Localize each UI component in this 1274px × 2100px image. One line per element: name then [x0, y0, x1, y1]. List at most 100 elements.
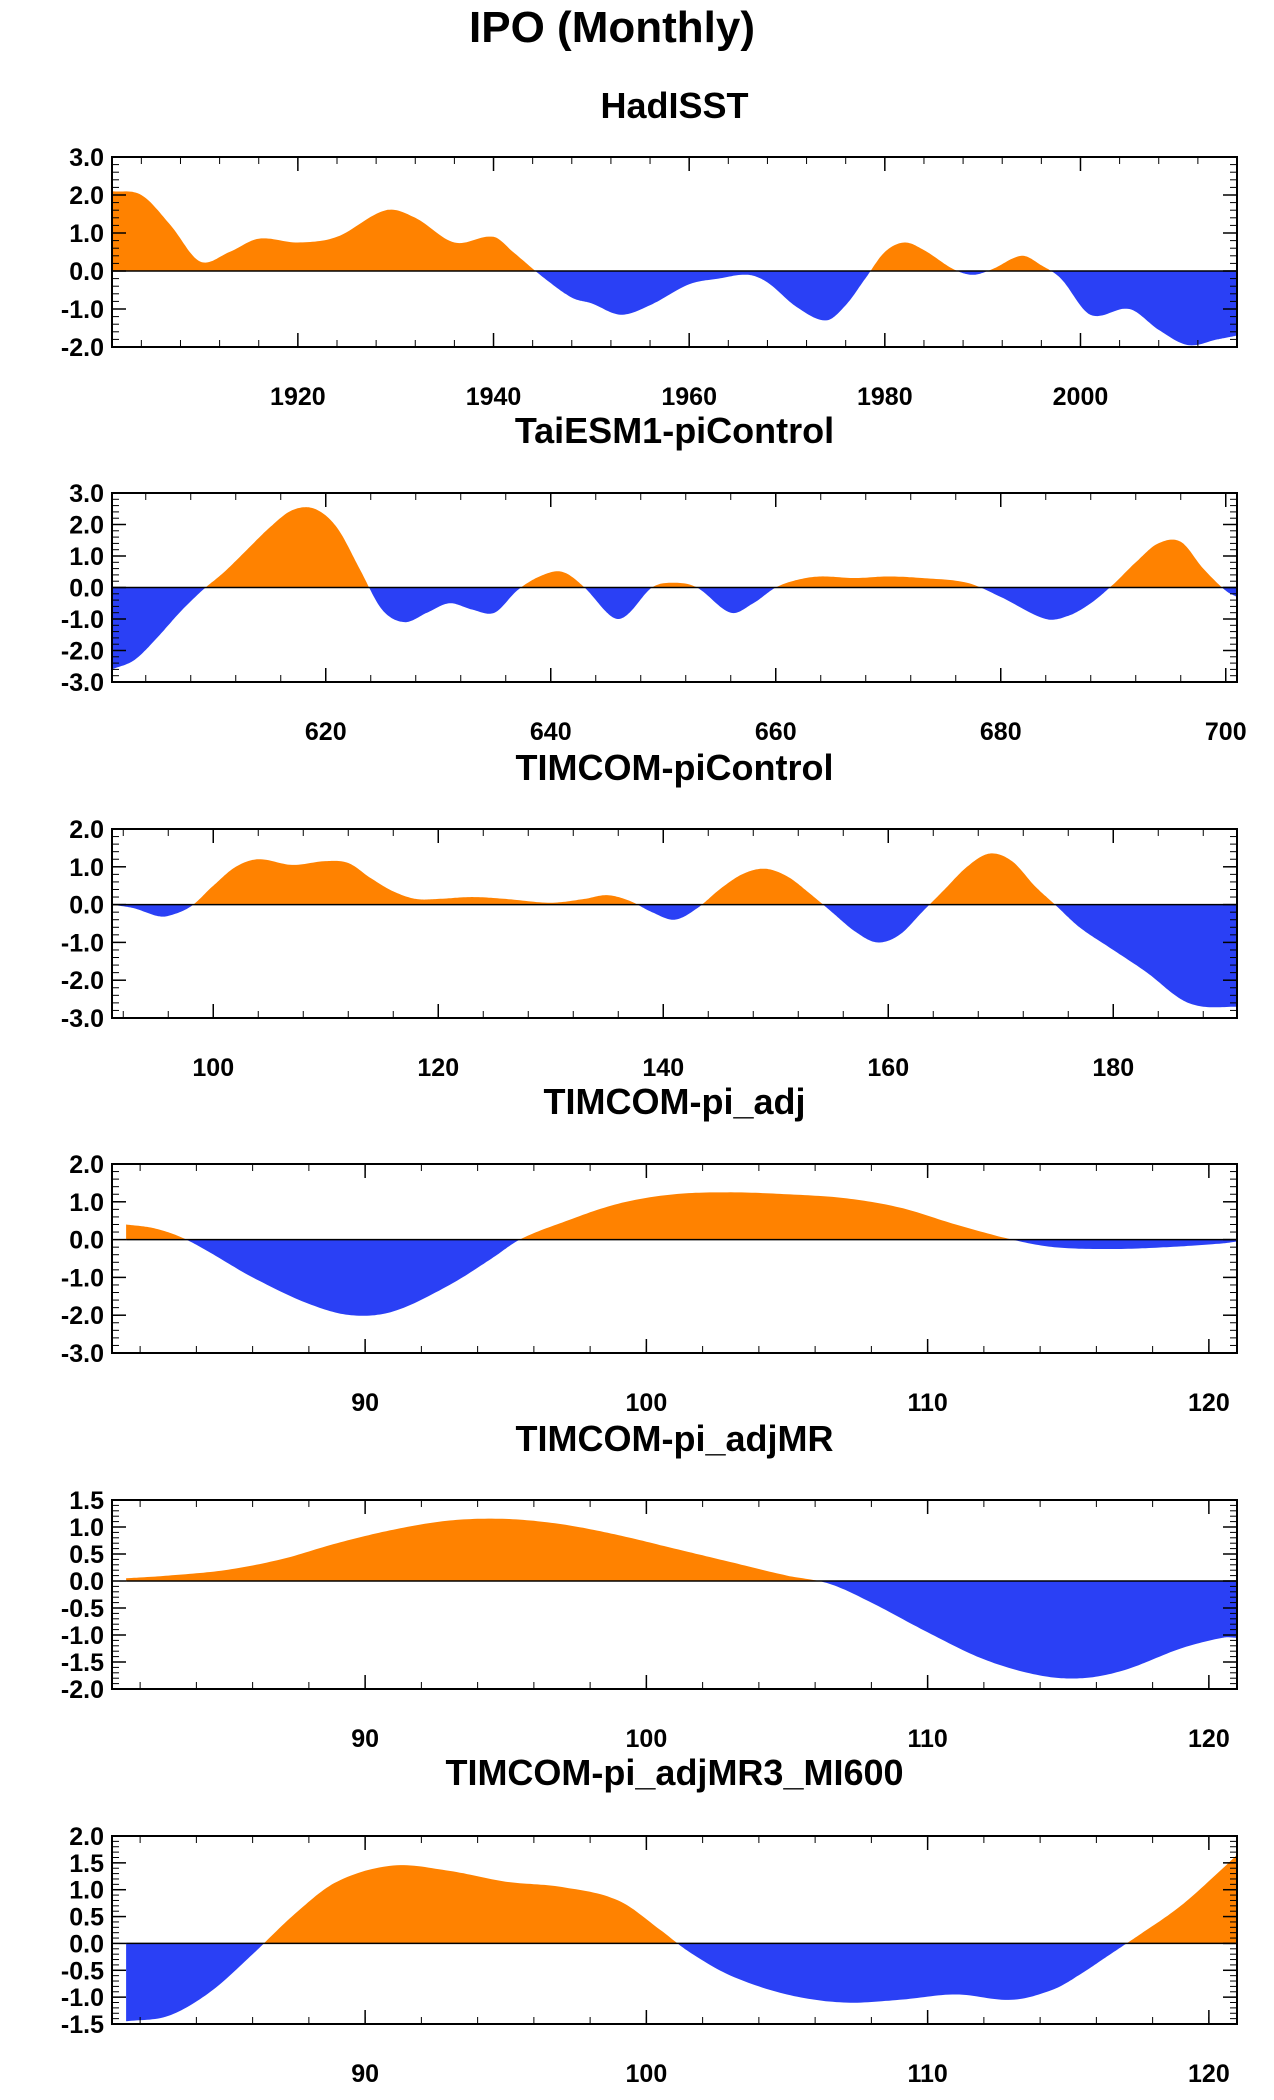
y-tick-label: 3.0 [69, 144, 104, 172]
y-tick-label: 0.0 [69, 1568, 104, 1596]
y-tick-label: -1.0 [61, 929, 104, 957]
x-tick-label: 180 [1092, 1054, 1134, 1082]
y-tick-label: 2.0 [69, 816, 104, 844]
panel-2: TaiESM1-piControl 3.0 2.0 1.0 0.0 -1.0 -2.0 -3.… [61, 410, 1247, 746]
plot-frame [111, 156, 1238, 348]
y-tick-label: -2.0 [61, 638, 104, 666]
panel-title: HadISST [600, 85, 748, 126]
positive-area [126, 1518, 1237, 1581]
panel-title: TaiESM1-piControl [515, 410, 834, 451]
y-tick-label: 0.0 [69, 575, 104, 603]
x-tick-label: 120 [1188, 1725, 1230, 1753]
panel-4: TIMCOM-pi_adj 2.0 1.0 0.0 -1.0 -2.0 -3.0 90 100 1… [61, 1081, 1238, 1417]
y-tick-label: 2.0 [69, 1823, 104, 1851]
positive-area [126, 1192, 1012, 1240]
y-tick-label: -1.0 [61, 1622, 104, 1650]
y-tick-label: 1.0 [69, 854, 104, 882]
x-tick-label: 90 [351, 2060, 379, 2088]
y-tick-label: 0.5 [69, 1541, 104, 1569]
x-tick-label: 120 [1188, 1389, 1230, 1417]
y-tick-label: 0.0 [69, 1930, 104, 1958]
x-tick-label: 120 [417, 1054, 459, 1082]
y-tick-label: 0.0 [69, 892, 104, 920]
panel-1: HadISST 3.0 2.0 1.0 0.0 -1.0 -2.0 1920 1940 1960 1… [61, 85, 1238, 411]
panel-title: TIMCOM-pi_adj [544, 1081, 806, 1122]
y-tick-label: -0.5 [61, 1957, 104, 1985]
y-tick-label: -2.0 [61, 1676, 104, 1704]
negative-area [112, 587, 1237, 670]
x-tick-label: 90 [351, 1725, 379, 1753]
positive-area [112, 507, 1237, 588]
x-tick-label: 700 [1205, 718, 1247, 746]
y-tick-label: -1.0 [61, 1264, 104, 1292]
positive-area [112, 191, 1237, 271]
y-tick-label: -1.5 [61, 1649, 104, 1677]
y-tick-label: 0.0 [69, 258, 104, 286]
x-tick-label: 640 [530, 718, 572, 746]
y-tick-label: 1.0 [69, 543, 104, 571]
x-tick-label: 140 [642, 1054, 684, 1082]
y-tick-label: 0.0 [69, 1227, 104, 1255]
y-tick-label: 2.0 [69, 182, 104, 210]
y-tick-label: 1.5 [69, 1850, 104, 1878]
x-tick-label: 90 [351, 1389, 379, 1417]
y-tick-label: -1.0 [61, 296, 104, 324]
x-tick-label: 1960 [661, 383, 717, 411]
x-tick-label: 1940 [466, 383, 522, 411]
x-tick-label: 2000 [1053, 383, 1109, 411]
x-tick-label: 1980 [857, 383, 913, 411]
x-tick-label: 110 [907, 2060, 947, 2088]
y-tick-label: 1.0 [69, 1189, 104, 1217]
panel-3: TIMCOM-piControl 2.0 1.0 0.0 -1.0 -2.0 -3.0 100… [61, 747, 1238, 1082]
x-tick-label: 110 [907, 1725, 947, 1753]
y-tick-label: 1.5 [69, 1487, 104, 1515]
y-tick-label: -2.0 [61, 1302, 104, 1330]
panel-title: TIMCOM-pi_adjMR [516, 1418, 834, 1459]
y-tick-label: 2.0 [69, 512, 104, 540]
panels: HadISST 3.0 2.0 1.0 0.0 -1.0 -2.0 1920 1940 1960 1… [61, 85, 1247, 2088]
y-tick-label: -1.0 [61, 606, 104, 634]
x-tick-label: 680 [980, 718, 1022, 746]
x-tick-label: 100 [626, 2060, 668, 2088]
positive-area [193, 853, 1055, 905]
x-tick-label: 120 [1188, 2060, 1230, 2088]
panel-title: TIMCOM-piControl [516, 747, 834, 788]
x-tick-label: 620 [305, 718, 347, 746]
y-tick-label: 3.0 [69, 480, 104, 508]
plot-frame [111, 1835, 1238, 2025]
y-tick-label: -3.0 [61, 1340, 104, 1368]
plot-frame [111, 828, 1238, 1019]
y-tick-label: -3.0 [61, 669, 104, 697]
y-tick-label: 0.5 [69, 1904, 104, 1932]
x-tick-label: 660 [755, 718, 797, 746]
y-tick-label: -1.0 [61, 1984, 104, 2012]
plot-frame [111, 1499, 1238, 1690]
x-tick-label: 100 [626, 1725, 668, 1753]
x-tick-label: 110 [907, 1389, 947, 1417]
y-tick-label: 2.0 [69, 1151, 104, 1179]
negative-area [126, 1581, 1237, 1679]
x-tick-label: 160 [867, 1054, 909, 1082]
x-tick-label: 100 [192, 1054, 234, 1082]
y-tick-label: -0.5 [61, 1595, 104, 1623]
negative-area [126, 1239, 1237, 1316]
x-tick-label: 100 [626, 1389, 668, 1417]
negative-area [112, 271, 1237, 346]
panel-5: TIMCOM-pi_adjMR 1.51.00.50.0-0.5-1.0-1.5-… [61, 1418, 1238, 1753]
y-tick-label: 1.0 [69, 1877, 104, 1905]
negative-area [126, 1943, 1127, 2022]
y-tick-label: 1.0 [69, 1514, 104, 1542]
y-tick-label: -2.0 [61, 967, 104, 995]
positive-area [126, 1854, 1237, 1944]
y-tick-label: 1.0 [69, 220, 104, 248]
x-tick-label: 1920 [270, 383, 326, 411]
panel-title: TIMCOM-pi_adjMR3_MI600 [445, 1752, 903, 1793]
y-tick-label: -2.0 [61, 334, 104, 362]
y-tick-label: -3.0 [61, 1005, 104, 1033]
y-tick-label: -1.5 [61, 2011, 104, 2039]
plot-frame [111, 1163, 1238, 1354]
panel-6: TIMCOM-pi_adjMR3_MI600 2.01.51.00.50.0-0.… [61, 1752, 1238, 2088]
negative-area [112, 904, 1237, 1008]
figure-title: IPO (Monthly) [469, 3, 755, 52]
